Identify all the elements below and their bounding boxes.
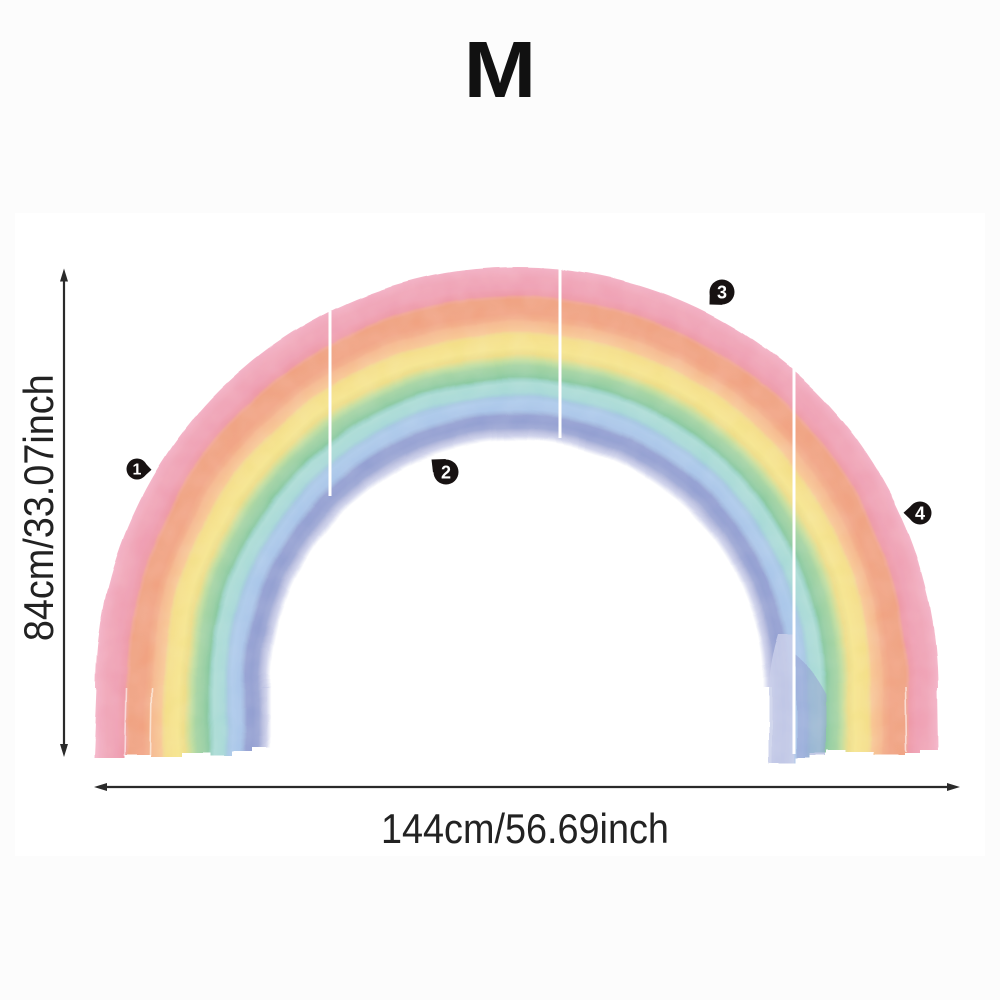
svg-text:1: 1 [133, 462, 142, 479]
svg-text:2: 2 [441, 463, 451, 483]
svg-text:3: 3 [717, 283, 727, 303]
svg-text:4: 4 [915, 504, 925, 524]
